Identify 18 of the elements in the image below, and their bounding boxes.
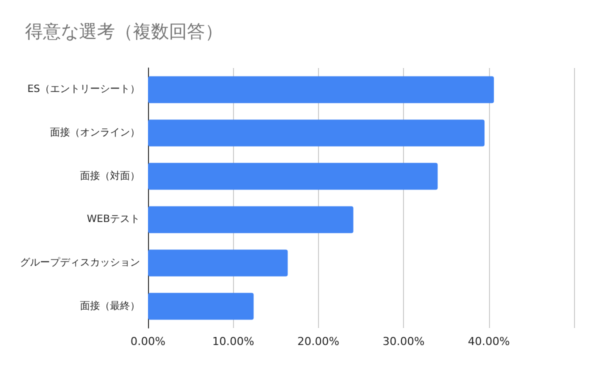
x-tick-label: 40.00% xyxy=(468,335,510,348)
x-tick-label: 0.00% xyxy=(130,335,166,348)
chart-title: 得意な選考（複数回答） xyxy=(25,22,223,42)
y-tick-label: 面接（対面） xyxy=(80,170,140,182)
y-tick-label: 面接（オンライン） xyxy=(50,126,140,138)
x-tick-label: 10.00% xyxy=(212,335,254,348)
bar xyxy=(148,250,288,276)
x-tick-label: 30.00% xyxy=(382,335,425,348)
bar xyxy=(148,162,438,190)
y-tick-label: ES（エントリーシート） xyxy=(27,84,140,96)
y-tick-label: WEBテスト xyxy=(86,214,140,226)
bar xyxy=(148,76,494,104)
y-tick-label: グループディスカッション xyxy=(20,256,140,268)
x-tick-label: 20.00% xyxy=(297,335,340,348)
y-tick-label: 面接（最終） xyxy=(80,300,140,312)
bar xyxy=(148,292,254,320)
bar xyxy=(148,206,354,234)
bar xyxy=(148,120,485,146)
